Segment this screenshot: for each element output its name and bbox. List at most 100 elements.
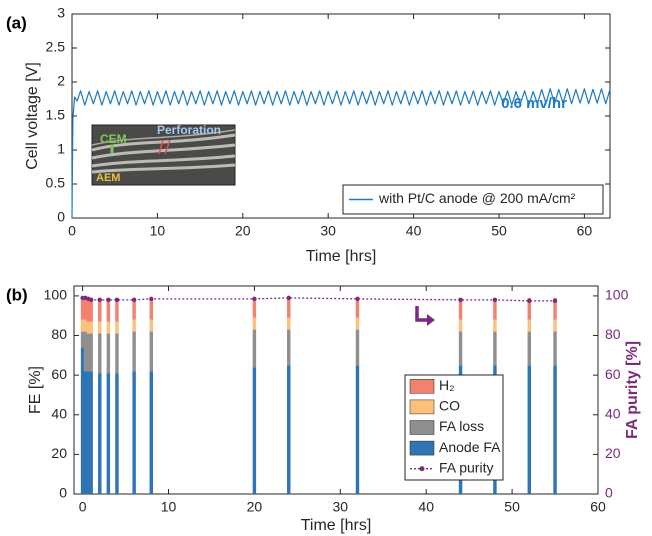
- bar-segment: [89, 321, 93, 334]
- bar-segment: [287, 317, 291, 330]
- bar-segment: [149, 371, 154, 494]
- bar-segment: [115, 333, 119, 374]
- bar-segment: [80, 297, 85, 320]
- bar-segment: [553, 331, 557, 366]
- bar-segment: [106, 321, 111, 334]
- x-tick-label: 10: [150, 223, 166, 239]
- voltage-line: [71, 88, 611, 219]
- bar-segment: [553, 319, 557, 332]
- legend-swatch: [409, 399, 435, 415]
- bar-segment: [493, 331, 497, 366]
- purity-marker: [106, 297, 111, 303]
- y-tick-label: 2.5: [46, 39, 66, 55]
- inset-label: AEM: [96, 172, 120, 184]
- y-tick-label: 1.5: [46, 107, 66, 123]
- inset-label: Perforation: [157, 123, 221, 137]
- bar-segment: [527, 331, 531, 366]
- bar-segment: [83, 297, 88, 320]
- y-tick-label: 1: [57, 141, 65, 157]
- x-tick-label: 20: [235, 223, 251, 239]
- y-tick-label: 80: [51, 326, 67, 342]
- bar-segment: [287, 297, 291, 318]
- legend-label: FA purity: [439, 459, 493, 475]
- bar-segment: [553, 297, 557, 320]
- bar-segment: [458, 331, 463, 366]
- bar-segment: [132, 297, 136, 320]
- x-tick-label: 0: [79, 499, 87, 515]
- bar-segment: [115, 297, 119, 322]
- y-tick-label: 20: [51, 445, 67, 461]
- legend-swatch: [409, 440, 435, 456]
- y2-tick-label: 80: [605, 326, 621, 342]
- bar-segment: [86, 321, 91, 334]
- legend-swatch: [409, 420, 435, 435]
- purity-marker: [286, 295, 291, 301]
- bar-segment: [252, 297, 257, 318]
- x-tick-label: 30: [320, 223, 336, 239]
- bar-segment: [493, 319, 497, 332]
- bar-segment: [98, 297, 102, 322]
- legend-label: H₂: [439, 377, 455, 393]
- bar-segment: [80, 319, 85, 332]
- purity-marker: [252, 296, 257, 302]
- x-tick-label: 60: [577, 223, 593, 239]
- y2-tick-label: 40: [605, 405, 621, 421]
- bar-segment: [106, 297, 111, 322]
- bar-segment: [527, 365, 531, 494]
- bar-segment: [355, 329, 360, 366]
- x-tick-label: 40: [418, 499, 434, 515]
- bar-segment: [132, 319, 136, 332]
- bar-segment: [98, 373, 102, 494]
- bar-segment: [106, 333, 111, 374]
- y-tick-label: 60: [51, 366, 67, 382]
- bar-segment: [80, 347, 85, 494]
- y2-tick-label: 100: [605, 287, 629, 303]
- x-tick-label: 30: [333, 499, 349, 515]
- purity-marker: [355, 296, 360, 302]
- inset-label: CEM: [100, 132, 127, 146]
- bar-segment: [132, 371, 136, 494]
- bar-segment: [83, 371, 88, 494]
- y-tick-label: 2: [57, 73, 65, 89]
- y2-tick-label: 20: [605, 445, 621, 461]
- x-tick-label: 0: [68, 223, 76, 239]
- bar-segment: [287, 329, 291, 366]
- purity-marker: [492, 297, 498, 303]
- x-tick-label: 50: [491, 223, 507, 239]
- bar-segment: [86, 333, 91, 372]
- y-axis-label: Cell voltage [V]: [24, 62, 41, 170]
- bar-segment: [527, 319, 531, 332]
- inset-photo: CEM Perforation AEM: [91, 123, 236, 186]
- purity-marker: [458, 297, 463, 303]
- bar-segment: [86, 297, 91, 322]
- y2-tick-label: 0: [605, 485, 613, 501]
- y-tick-label: 3: [57, 5, 65, 21]
- bar-segment: [80, 331, 85, 348]
- axis-pointer: [427, 314, 435, 326]
- x-tick-label: 50: [504, 499, 520, 515]
- axis-pointer: [415, 306, 428, 322]
- purity-marker: [114, 297, 120, 303]
- axes-box: [73, 285, 599, 495]
- y-axis-label: FE [%]: [27, 366, 44, 414]
- bar-segment: [458, 319, 463, 332]
- legend-label: Anode FA: [439, 439, 501, 455]
- bar-segment: [86, 371, 91, 494]
- annotation: 0.6 mv/hr: [501, 95, 567, 112]
- purity-marker: [527, 298, 532, 304]
- x-tick-label: 10: [161, 499, 177, 515]
- arrow: [158, 139, 171, 155]
- bar-segment: [83, 319, 88, 332]
- bar-segment: [355, 365, 360, 494]
- purity-marker: [552, 298, 558, 304]
- bar-segment: [493, 297, 497, 320]
- y-tick-label: 40: [51, 405, 67, 421]
- bar-segment: [355, 317, 360, 330]
- y-tick-label: 100: [44, 287, 68, 303]
- purity-line: [82, 297, 556, 302]
- x-tick-label: 40: [406, 223, 422, 239]
- bar-segment: [287, 365, 291, 494]
- purity-marker: [97, 297, 102, 303]
- bar-segment: [355, 297, 360, 318]
